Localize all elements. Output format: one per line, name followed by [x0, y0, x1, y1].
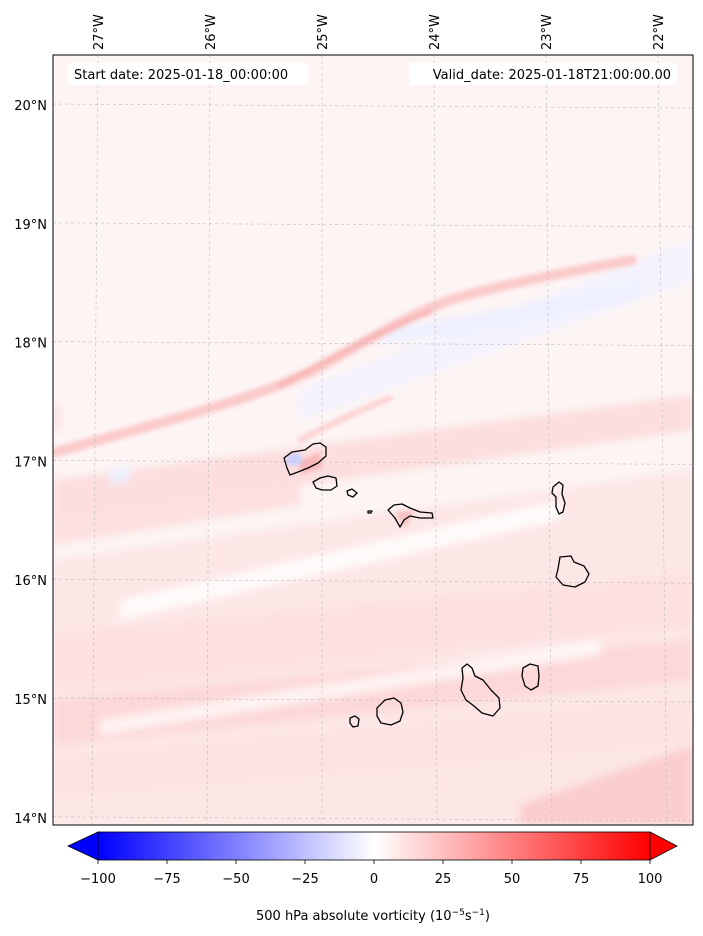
- latitude-tick-label: 19°N: [14, 218, 47, 233]
- colorbar-ticks: −100 −75 −50 −25 0 25 50 75 100: [80, 860, 662, 887]
- longitude-tick-label: 25°W: [316, 14, 331, 50]
- colorbar-tick-label: 25: [435, 872, 452, 887]
- valid-date-box: Valid_date: 2025-01-18T21:00:00.00: [410, 63, 677, 85]
- meridian-line: [657, 55, 668, 825]
- parallel-line: [53, 341, 693, 346]
- colorbar-tick-label: −25: [291, 872, 318, 887]
- longitude-tick-label: 23°W: [540, 14, 555, 50]
- colorbar-tick-label: 75: [573, 872, 590, 887]
- parallel-line: [53, 697, 693, 703]
- island-santa-luzia: [346, 488, 358, 498]
- colorbar-extend-max: [649, 831, 678, 861]
- island-negative-patch: [286, 452, 302, 466]
- colorbar-tick-label: −50: [222, 872, 249, 887]
- meridian-line: [206, 55, 211, 825]
- latitude-tick-label: 15°N: [14, 693, 47, 708]
- longitude-tick-label: 22°W: [652, 14, 667, 50]
- latitude-tick-label: 14°N: [14, 812, 47, 827]
- colorbar-gradient: [97, 831, 651, 861]
- parallel-line: [53, 222, 693, 228]
- colorbar: −100 −75 −50 −25 0 25 50 75 100 500 hPa absolute…: [67, 831, 678, 924]
- island-sao-nicolau: [387, 503, 434, 528]
- latitude-tick-label: 16°N: [14, 574, 47, 589]
- valid-date-text: Valid_date: 2025-01-18T21:00:00.00: [433, 68, 671, 83]
- longitude-tick-label: 26°W: [204, 14, 219, 50]
- colorbar-tick-label: 50: [504, 872, 521, 887]
- island-fogo: [376, 697, 404, 726]
- longitude-tick-label: 24°W: [428, 14, 443, 50]
- colorbar-tick-label: 0: [370, 872, 378, 887]
- vorticity-band: [53, 255, 637, 457]
- latitude-labels: 20°N 19°N 18°N 17°N 16°N 15°N 14°N: [14, 99, 47, 827]
- island-santo-antao: [283, 442, 327, 476]
- island-sal: [551, 481, 566, 515]
- latitude-tick-label: 18°N: [14, 337, 47, 352]
- longitude-labels: 27°W 26°W 25°W 24°W 23°W 22°W: [92, 14, 667, 50]
- vorticity-field: [53, 55, 693, 825]
- parallel-line: [53, 460, 693, 465]
- island-santiago: [460, 663, 501, 717]
- colorbar-tick-label: −100: [80, 872, 116, 887]
- meridian-line: [433, 55, 438, 825]
- latitude-tick-label: 20°N: [14, 99, 47, 114]
- island-brava: [349, 715, 360, 728]
- colorbar-tick-label: 100: [638, 872, 663, 887]
- start-date-box: Start date: 2025-01-18_00:00:00: [68, 63, 308, 85]
- parallel-line: [53, 103, 693, 109]
- meridian-line: [91, 55, 99, 825]
- map-frame: [52, 54, 694, 826]
- longitude-tick-label: 27°W: [92, 14, 107, 50]
- parallel-line: [53, 816, 693, 822]
- island-boa-vista: [555, 555, 590, 588]
- coastlines: [283, 442, 590, 728]
- parallel-line: [53, 578, 693, 584]
- island-branco: [367, 510, 373, 514]
- gridlines: [53, 55, 693, 825]
- island-maio: [521, 663, 540, 691]
- island-sao-vicente: [312, 475, 338, 491]
- colorbar-tick-label: −75: [153, 872, 180, 887]
- colorbar-extend-min: [67, 831, 99, 861]
- latitude-tick-label: 17°N: [14, 455, 47, 470]
- island-vorticity-patch: [298, 452, 322, 474]
- colorbar-label: 500 hPa absolute vorticity (10−5s−1): [256, 908, 490, 924]
- field-shading: [53, 240, 693, 825]
- meridian-line: [545, 55, 553, 825]
- start-date-text: Start date: 2025-01-18_00:00:00: [74, 68, 288, 83]
